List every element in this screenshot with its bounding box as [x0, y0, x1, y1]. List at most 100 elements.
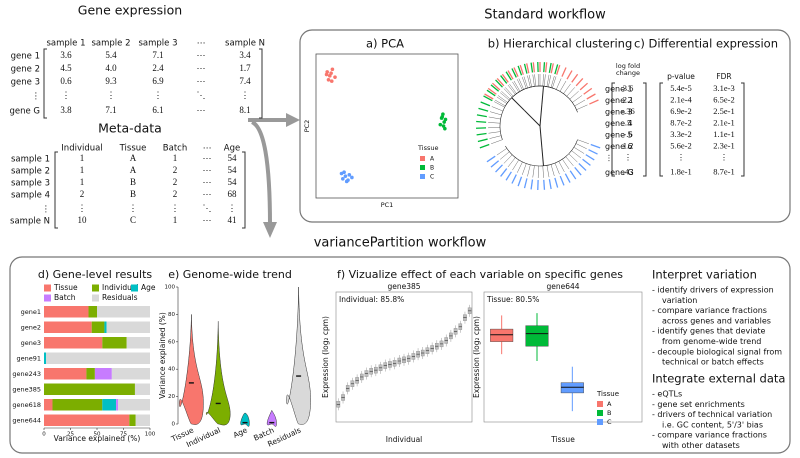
- pca-point: [350, 175, 354, 180]
- dendro-leaf-tag: [532, 62, 536, 73]
- section-title: variancePartition workflow: [314, 236, 487, 251]
- list-item: - drivers of technical variation: [652, 410, 772, 419]
- y-tick-label: 20: [168, 394, 175, 400]
- list-item: - identify genes that deviate: [652, 327, 766, 336]
- cell: ⋯: [203, 177, 212, 187]
- row-label: sample 1: [11, 155, 50, 165]
- x-tick-label: 75: [120, 432, 127, 438]
- dendro-leaf-tag: [476, 132, 487, 136]
- dendro-leaf-tag: [586, 93, 596, 100]
- dendro-leaf-tag: [495, 164, 503, 173]
- dendro-leaf: [494, 99, 506, 107]
- dendro-leaf: [552, 76, 557, 89]
- cell: 5.4e-5: [670, 83, 691, 93]
- bar-segment: [106, 321, 150, 333]
- row-label: sample 3: [11, 179, 50, 189]
- dendro-leaf-tag: [517, 176, 523, 187]
- list-item: - compare variance fractions: [652, 306, 767, 315]
- bar-segment: [94, 368, 112, 380]
- cell: 5.4: [105, 50, 117, 60]
- bar-segment: [88, 306, 97, 318]
- bar-segment: [44, 337, 103, 349]
- cell: 2: [173, 165, 178, 175]
- cell: -.6: [623, 129, 632, 139]
- cell: ⋱: [203, 203, 212, 213]
- dendro-leaf-tag: [484, 93, 494, 100]
- cell: 7.4: [239, 76, 251, 86]
- dendro-leaf: [534, 74, 537, 87]
- dendro-leaf: [542, 165, 544, 178]
- box: [525, 325, 549, 347]
- dendro-leaf: [574, 99, 586, 107]
- pca-point: [329, 79, 334, 83]
- dendro-leaf-tag: [530, 62, 534, 73]
- cell: .5: [625, 117, 631, 127]
- dendro-leaf: [528, 75, 532, 87]
- column-header: ⋯: [197, 39, 206, 49]
- list-item: - identify drivers of expression: [652, 286, 774, 295]
- dendro-leaf-tag: [476, 114, 487, 118]
- legend-label: B: [430, 165, 434, 172]
- y-axis-label: Expression (log₂ cpm): [321, 316, 330, 398]
- cell: ⋮: [107, 90, 116, 100]
- y-tick-label: gene2: [21, 323, 41, 331]
- row-label: ⋮: [42, 205, 51, 215]
- legend-label: A: [607, 400, 612, 408]
- dendro-leaf: [518, 78, 524, 90]
- row-label: gene 3: [605, 108, 633, 117]
- dendro-leaf-tag: [575, 78, 584, 87]
- plot-frame: [315, 53, 459, 199]
- legend-label: Individual: [102, 283, 139, 292]
- cell: ⋮: [241, 90, 250, 100]
- cell: 3.3e-2: [670, 129, 691, 139]
- list-title: Interpret variation: [652, 268, 757, 282]
- legend-swatch: [44, 284, 51, 292]
- legend-swatch: [420, 174, 425, 179]
- row-label: gene G: [9, 107, 40, 117]
- dendro-leaf: [571, 150, 582, 159]
- row-label: gene 3: [11, 78, 40, 88]
- y-tick-label: gene243: [12, 370, 41, 378]
- x-axis-label: Tissue: [550, 435, 575, 444]
- pca-point: [343, 174, 348, 178]
- bracket: [259, 48, 263, 119]
- dendro-leaf: [563, 83, 571, 94]
- y-tick-label: gene3: [21, 339, 41, 347]
- cell: 54: [228, 177, 238, 187]
- dendro-leaf: [522, 163, 527, 175]
- dendro-leaf-tag: [578, 163, 587, 171]
- panel-title: f) Vizualize effect of each variable on …: [337, 268, 623, 281]
- dendro-branch: [541, 147, 544, 166]
- legend-swatch: [92, 284, 99, 292]
- bar-segment: [44, 383, 135, 395]
- cell: 5.6e-2: [670, 140, 691, 150]
- column-header: FDR: [716, 72, 731, 81]
- row-label: ⋮: [32, 92, 41, 102]
- dendro-leaf-tag: [583, 87, 593, 95]
- dendro-leaf: [569, 91, 579, 100]
- column-header: p-value: [667, 72, 695, 81]
- dendro-leaf: [493, 101, 505, 108]
- dendro-leaf-tag: [548, 179, 552, 190]
- dendro-leaf-tag: [566, 70, 573, 80]
- cell: 68: [228, 189, 238, 199]
- dendro-leaf-tag: [487, 87, 497, 95]
- dendro-leaf: [501, 91, 511, 100]
- bar-segment: [44, 352, 47, 364]
- dendro-leaf-tag: [500, 75, 508, 84]
- pca-point: [341, 177, 345, 181]
- dendro-leaf: [527, 75, 531, 88]
- y-tick-label: gene91: [16, 354, 41, 362]
- cell: 3.8: [60, 105, 72, 115]
- row-label: sample 2: [11, 167, 50, 177]
- dendro-leaf: [576, 104, 588, 110]
- dendro-leaf: [489, 135, 502, 139]
- cell: .43: [623, 166, 634, 176]
- dendro-leaf: [488, 131, 501, 134]
- dendro-leaf: [513, 80, 521, 92]
- x-axis-label: Variance explained (%): [54, 434, 141, 443]
- bar-segment: [44, 399, 53, 411]
- y-axis-label: Expression (log₂ cpm): [472, 316, 481, 398]
- dendro-leaf-tag: [505, 71, 512, 81]
